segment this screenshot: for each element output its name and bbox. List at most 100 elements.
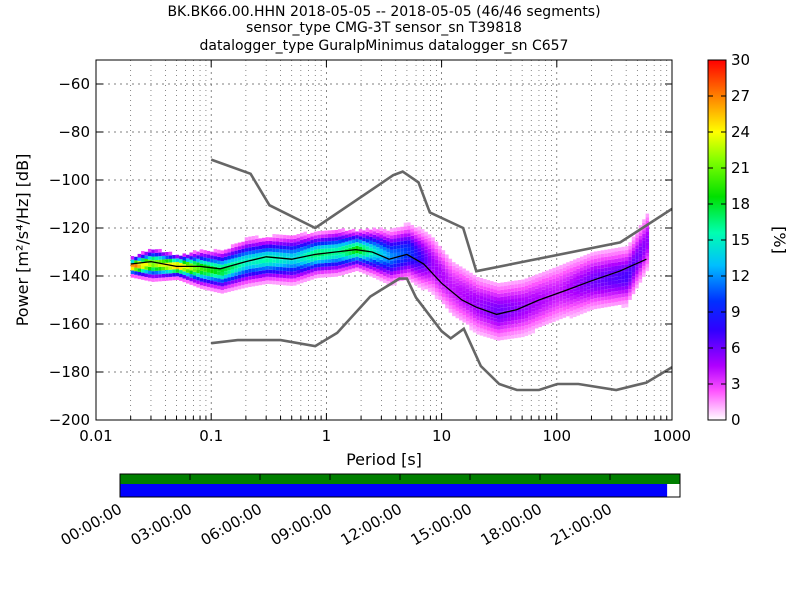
heatmap-cell: [604, 264, 608, 268]
heatmap-cell: [517, 301, 522, 306]
heatmap-cell: [379, 252, 383, 257]
heatmap-cell: [552, 314, 556, 319]
heatmap-cell: [555, 270, 560, 274]
heatmap-cell: [382, 236, 387, 240]
heatmap-cell: [248, 279, 252, 284]
heatmap-cell: [272, 280, 276, 285]
heatmap-cell: [393, 249, 397, 253]
heatmap-cell: [614, 255, 618, 259]
heatmap-cell: [434, 245, 439, 249]
heatmap-cell: [320, 266, 325, 271]
heatmap-cell: [441, 296, 446, 301]
heatmap-cell: [617, 297, 622, 302]
heatmap-cell: [403, 226, 408, 230]
heatmap-cell: [217, 260, 221, 265]
heatmap-cell: [362, 241, 366, 245]
heatmap-cell: [579, 271, 584, 275]
heatmap-cell: [593, 276, 598, 281]
heatmap-cell: [507, 285, 511, 289]
heatmap-cell: [400, 237, 404, 242]
heatmap-cell: [569, 260, 574, 265]
heatmap-cell: [635, 248, 639, 253]
heatmap-cell: [531, 308, 536, 312]
heatmap-cell: [635, 270, 639, 275]
heatmap-cell: [611, 298, 615, 303]
heatmap-cell: [154, 278, 159, 282]
heatmap-cell: [223, 267, 228, 272]
heatmap-cell: [465, 270, 470, 275]
heatmap-cell: [348, 265, 352, 270]
heatmap-cell: [528, 298, 532, 303]
heatmap-cell: [476, 280, 480, 285]
heatmap-cell: [431, 269, 435, 274]
heatmap-cell: [586, 282, 591, 287]
heatmap-cell: [541, 304, 546, 308]
heatmap-cell: [490, 313, 494, 318]
heatmap-cell: [645, 217, 650, 221]
x-tick-label: 10: [432, 427, 451, 445]
heatmap-cell: [583, 291, 587, 295]
heatmap-cell: [320, 230, 325, 235]
heatmap-cell: [393, 256, 397, 261]
heatmap-cell: [586, 289, 591, 294]
heatmap-cell: [614, 269, 618, 274]
heatmap-cell: [510, 299, 515, 303]
heatmap-cell: [265, 248, 269, 252]
heatmap-cell: [586, 293, 591, 297]
heatmap-cell: [265, 262, 269, 267]
y-tick-label: −100: [49, 171, 90, 189]
heatmap-cell: [389, 253, 394, 258]
heatmap-cell: [355, 238, 359, 243]
heatmap-cell: [376, 229, 380, 233]
heatmap-cell: [272, 252, 276, 256]
heatmap-cell: [334, 229, 339, 234]
heatmap-cell: [510, 327, 515, 332]
heatmap-cell: [611, 291, 615, 296]
heatmap-cell: [234, 257, 238, 262]
heatmap-cell: [386, 263, 390, 267]
heatmap-cell: [445, 276, 449, 280]
heatmap-cell: [251, 250, 256, 255]
heatmap-cell: [597, 272, 601, 277]
heatmap-cell: [230, 251, 235, 256]
heatmap-cell: [476, 291, 480, 295]
heatmap-cell: [638, 261, 643, 265]
heatmap-cell: [579, 307, 584, 311]
heatmap-cell: [486, 312, 491, 317]
heatmap-cell: [427, 277, 432, 282]
heatmap-cell: [334, 258, 339, 263]
heatmap-cell: [531, 326, 536, 330]
heatmap-cell: [631, 268, 636, 273]
heatmap-cell: [524, 278, 529, 283]
heatmap-cell: [583, 305, 587, 310]
heatmap-cell: [230, 287, 235, 292]
heatmap-cell: [306, 248, 311, 253]
heatmap-cell: [431, 237, 435, 241]
heatmap-cell: [510, 317, 515, 321]
heatmap-cell: [483, 300, 487, 305]
heatmap-cell: [500, 304, 504, 308]
heatmap-cell: [358, 250, 363, 255]
heatmap-cell: [244, 262, 249, 267]
heatmap-cell: [137, 257, 142, 262]
heatmap-cell: [607, 295, 612, 300]
heatmap-cell: [465, 317, 470, 322]
heatmap-cell: [427, 288, 432, 292]
heatmap-cell: [503, 328, 508, 333]
heatmap-cell: [493, 292, 498, 297]
heatmap-cell: [645, 256, 650, 261]
heatmap-cell: [593, 287, 598, 292]
heatmap-cell: [134, 263, 138, 268]
heatmap-cell: [275, 266, 280, 271]
heatmap-cell: [341, 246, 345, 250]
heatmap-cell: [638, 239, 643, 244]
heatmap-cell: [341, 242, 345, 247]
heatmap-cell: [566, 265, 570, 270]
heatmap-cell: [258, 238, 263, 243]
heatmap-cell: [410, 271, 415, 276]
heatmap-cell: [541, 293, 546, 298]
heatmap-cell: [552, 278, 556, 283]
heatmap-cell: [638, 268, 643, 272]
heatmap-cell: [524, 325, 529, 329]
heatmap-cell: [369, 240, 373, 245]
